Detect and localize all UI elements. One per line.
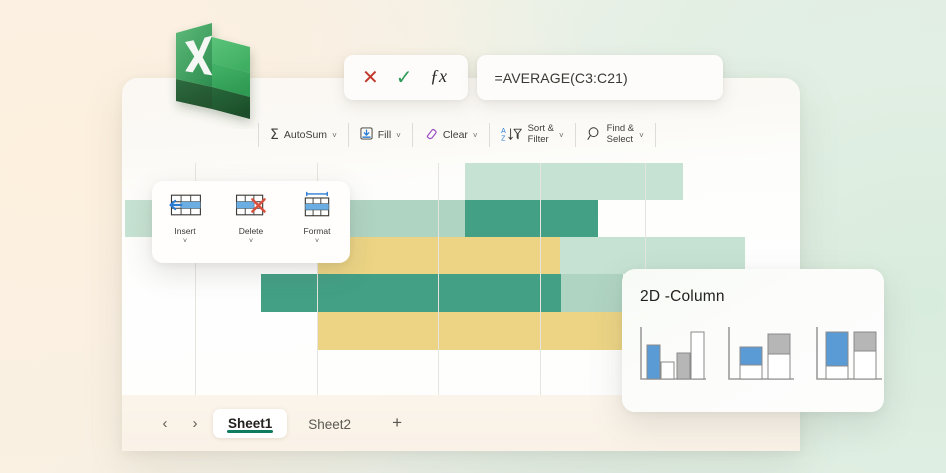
autosum-sigma-icon: Σ: [270, 127, 279, 143]
ribbon-item-label-line1: Find &: [606, 123, 635, 135]
cell-band-row4-mid-green[interactable]: [561, 274, 623, 312]
ribbon-divider: [258, 123, 259, 147]
close-x-icon[interactable]: ✕: [362, 66, 379, 89]
grid-column-line: [317, 163, 318, 395]
excel-3d-logo: [146, 5, 270, 129]
checkmark-icon[interactable]: ✓: [395, 66, 413, 89]
cell-band-row1-light-green[interactable]: [465, 163, 683, 200]
delete-cells-command[interactable]: Delete ˅: [223, 191, 279, 245]
ribbon-editing-group: Σ AutoSum ˅ Fill ˅ Clear ˅ A: [258, 118, 656, 152]
ribbon-item-label-stack: Sort & Filter: [527, 123, 554, 146]
ribbon-item-label-line2: Select: [606, 134, 634, 145]
chevron-down-icon: ˅: [639, 130, 644, 140]
sheet-tab-sheet1[interactable]: Sheet1: [213, 408, 288, 438]
ribbon-item-fill[interactable]: Fill ˅: [349, 120, 412, 150]
chevron-down-icon: ˅: [182, 238, 188, 245]
clear-eraser-icon: [424, 127, 438, 143]
delete-cells-icon: [231, 191, 271, 224]
cell-band-row3-light-green[interactable]: [560, 237, 745, 274]
chevron-down-icon: ˅: [396, 130, 401, 140]
cell-band-row2-dark-green[interactable]: [465, 200, 598, 237]
svg-text:A: A: [501, 128, 506, 135]
chevron-right-icon: ›: [192, 414, 198, 432]
cells-command-label: Delete: [238, 226, 264, 236]
format-cells-command[interactable]: Format ˅: [289, 191, 345, 245]
ribbon-item-find-select[interactable]: Find & Select ˅: [576, 120, 655, 150]
ribbon-item-label-stack: Find & Select: [606, 123, 635, 146]
grid-column-line: [195, 163, 196, 395]
cells-command-label: Insert: [174, 226, 196, 236]
sheet-next-button[interactable]: ›: [182, 410, 208, 436]
chevron-down-icon: ˅: [314, 238, 320, 245]
chevron-down-icon: ˅: [472, 130, 478, 140]
chevron-down-icon: ˅: [559, 130, 564, 140]
find-select-magnifier-icon: [587, 126, 602, 144]
ribbon-item-label: Clear: [442, 129, 468, 141]
insert-cells-icon: [165, 191, 205, 224]
ribbon-item-label-line1: Sort &: [527, 123, 554, 135]
fx-insert-function-icon[interactable]: ƒx: [430, 65, 450, 91]
sheet-tab-label: Sheet2: [308, 416, 352, 432]
ribbon-divider: [654, 123, 656, 147]
sheet-tab-label: Sheet1: [228, 415, 273, 431]
grid-column-line: [438, 163, 439, 395]
cell-band-row3-yellow[interactable]: [318, 237, 560, 274]
ribbon-item-label: AutoSum: [283, 129, 328, 141]
fill-down-icon: [360, 127, 373, 143]
ribbon-item-clear[interactable]: Clear ˅: [413, 120, 489, 150]
chart-thumbnail-clustered-column[interactable]: [632, 321, 712, 391]
sheet-tab-sheet2[interactable]: Sheet2: [293, 410, 366, 437]
ribbon-item-autosum[interactable]: Σ AutoSum ˅: [259, 120, 348, 150]
chart-type-gallery-panel: 2D -Column: [622, 269, 884, 412]
ribbon-divider: [411, 123, 413, 147]
cell-band-row4-dark-green[interactable]: [261, 274, 561, 312]
formula-bar: ✕ ✓ ƒx =AVERAGE(C3:C21): [344, 55, 723, 100]
sort-filter-icon: A Z: [501, 126, 523, 145]
excel-app-window: ‹ › Sheet1 Sheet2 +: [122, 78, 800, 451]
ribbon-divider: [574, 123, 576, 147]
ribbon-item-label-line2: Filter: [527, 134, 549, 145]
ribbon-item-sort-filter[interactable]: A Z Sort & Filter ˅: [490, 120, 575, 150]
add-sheet-icon: +: [392, 413, 403, 432]
ribbon-divider: [488, 123, 490, 147]
formula-input[interactable]: =AVERAGE(C3:C21): [476, 55, 723, 100]
cells-command-label: Format: [303, 226, 331, 236]
svg-text:ƒx: ƒx: [430, 66, 447, 86]
cell-band-row5-yellow[interactable]: [318, 312, 623, 350]
chart-thumbnail-stacked-column[interactable]: [720, 321, 800, 391]
ribbon-divider: [347, 123, 349, 147]
chevron-left-icon: ‹: [162, 414, 168, 432]
cells-command-panel: Insert ˅ Delete ˅: [152, 181, 350, 263]
formula-bar-actions: ✕ ✓ ƒx: [344, 55, 468, 100]
chevron-down-icon: ˅: [332, 130, 337, 140]
format-cells-icon: [297, 191, 337, 224]
sheet-prev-button[interactable]: ‹: [152, 410, 178, 436]
add-sheet-button[interactable]: +: [384, 410, 410, 436]
chevron-down-icon: ˅: [248, 238, 254, 245]
chart-thumbnail-list: [632, 321, 888, 391]
svg-text:Z: Z: [501, 135, 506, 142]
insert-cells-command[interactable]: Insert ˅: [157, 191, 213, 245]
active-tab-underline: [227, 430, 274, 433]
chart-thumbnail-100-stacked-column[interactable]: [808, 321, 888, 391]
chart-gallery-title: 2D -Column: [640, 288, 725, 305]
ribbon-item-label: Fill: [377, 129, 392, 141]
grid-column-line: [540, 163, 541, 395]
